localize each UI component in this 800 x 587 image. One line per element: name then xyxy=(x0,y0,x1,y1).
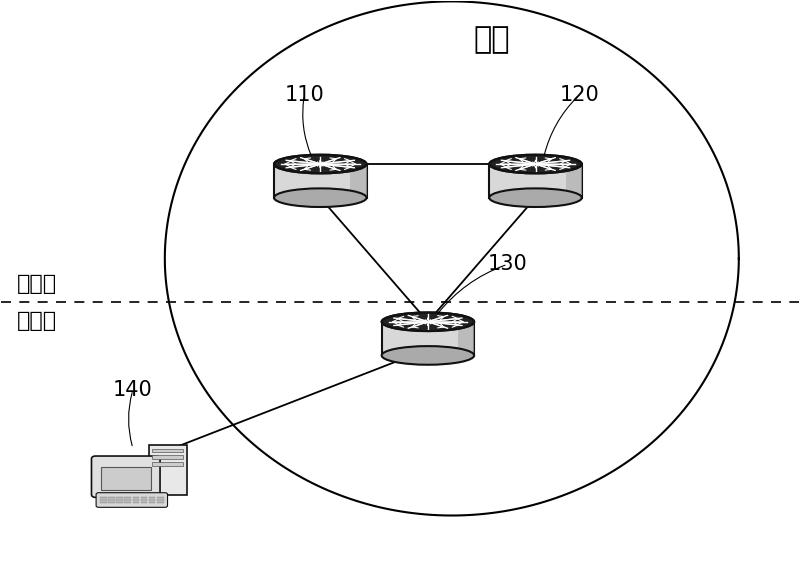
FancyBboxPatch shape xyxy=(101,467,150,490)
Polygon shape xyxy=(124,497,131,498)
Ellipse shape xyxy=(490,188,582,207)
Polygon shape xyxy=(100,497,106,498)
Text: 110: 110 xyxy=(285,85,324,105)
Polygon shape xyxy=(157,500,163,501)
FancyBboxPatch shape xyxy=(96,492,167,507)
Polygon shape xyxy=(350,164,366,198)
Polygon shape xyxy=(114,496,138,498)
Polygon shape xyxy=(149,497,155,498)
Polygon shape xyxy=(141,497,147,498)
Polygon shape xyxy=(274,164,366,198)
Polygon shape xyxy=(100,500,106,501)
Text: 网络侧: 网络侧 xyxy=(18,274,58,294)
Polygon shape xyxy=(108,500,114,501)
Polygon shape xyxy=(124,502,131,504)
FancyBboxPatch shape xyxy=(152,448,183,453)
Polygon shape xyxy=(141,502,147,504)
Text: 区域: 区域 xyxy=(474,25,510,54)
Ellipse shape xyxy=(490,155,582,173)
Text: 140: 140 xyxy=(113,380,153,400)
Polygon shape xyxy=(157,497,163,498)
Polygon shape xyxy=(108,502,114,504)
Polygon shape xyxy=(100,502,106,504)
Polygon shape xyxy=(382,322,474,355)
Ellipse shape xyxy=(382,312,474,331)
Polygon shape xyxy=(116,497,123,498)
Text: 130: 130 xyxy=(488,254,527,274)
Ellipse shape xyxy=(274,155,366,173)
Polygon shape xyxy=(133,502,139,504)
Polygon shape xyxy=(566,164,582,198)
Polygon shape xyxy=(133,497,139,498)
Ellipse shape xyxy=(382,346,474,365)
Text: 120: 120 xyxy=(559,85,599,105)
FancyBboxPatch shape xyxy=(91,456,160,497)
Text: 用户侧: 用户侧 xyxy=(18,311,58,331)
Polygon shape xyxy=(116,500,123,501)
Polygon shape xyxy=(458,322,474,355)
Polygon shape xyxy=(133,500,139,501)
Polygon shape xyxy=(124,500,131,501)
FancyBboxPatch shape xyxy=(149,445,187,495)
Polygon shape xyxy=(149,500,155,501)
Polygon shape xyxy=(141,500,147,501)
FancyBboxPatch shape xyxy=(152,456,183,459)
Ellipse shape xyxy=(274,188,366,207)
Polygon shape xyxy=(149,502,155,504)
Polygon shape xyxy=(108,497,114,498)
FancyBboxPatch shape xyxy=(152,462,183,465)
Polygon shape xyxy=(157,502,163,504)
Polygon shape xyxy=(490,164,582,198)
Polygon shape xyxy=(116,502,123,504)
